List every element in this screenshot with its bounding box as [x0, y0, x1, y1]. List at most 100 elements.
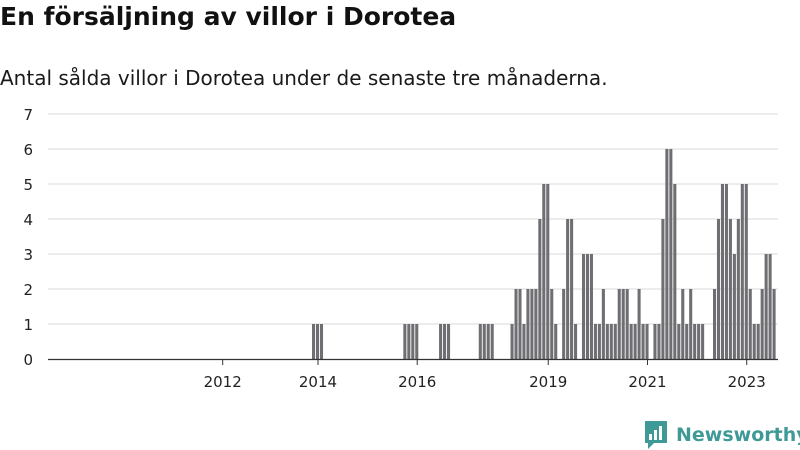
bar [447, 324, 451, 359]
bar [613, 324, 617, 359]
bar [490, 324, 494, 359]
y-tick-label: 5 [23, 176, 33, 194]
y-tick-label: 2 [23, 281, 33, 299]
bar [744, 184, 748, 359]
bar [681, 289, 685, 359]
bar [605, 324, 609, 359]
y-tick-label: 6 [23, 141, 33, 159]
bar [411, 324, 415, 359]
x-tick-label: 2021 [628, 373, 666, 391]
x-tick-label: 2023 [728, 373, 766, 391]
bar [617, 289, 621, 359]
bar [514, 289, 518, 359]
bar [673, 184, 677, 359]
bar [546, 184, 550, 359]
bar [764, 254, 768, 359]
bar [597, 324, 601, 359]
y-tick-label: 4 [23, 211, 33, 229]
x-axis-labels: 2012201420162019202120232025 [204, 373, 766, 391]
bar [593, 324, 597, 359]
bar [665, 149, 669, 359]
newsworthy-logo-icon [645, 421, 667, 449]
bar [712, 289, 717, 359]
bar [518, 289, 522, 359]
bar [637, 289, 641, 359]
bar [530, 289, 534, 359]
bar [478, 324, 482, 359]
bar [657, 324, 661, 359]
bar [629, 324, 633, 359]
bar [685, 324, 689, 359]
bar [550, 289, 554, 359]
x-tick-label: 2019 [529, 373, 567, 391]
bar [526, 289, 530, 359]
bar [589, 254, 593, 359]
bar [566, 219, 570, 359]
bar [439, 324, 443, 359]
bar [728, 219, 732, 359]
chart-subtitle: Antal sålda villor i Dorotea under de se… [0, 66, 608, 90]
y-axis-labels: 0 1 2 3 4 5 6 7 [23, 106, 33, 369]
bar [748, 289, 752, 359]
y-tick-label: 7 [23, 106, 33, 124]
bar [697, 324, 701, 359]
brand-name: Newsworthy [676, 424, 800, 446]
bar [319, 324, 324, 359]
bar [562, 289, 566, 359]
x-tick-label: 2014 [299, 373, 337, 391]
bar [645, 324, 649, 359]
newsworthy-logo: Newsworthy [644, 420, 800, 450]
bar [724, 184, 728, 359]
bar [510, 324, 514, 359]
bar [443, 324, 447, 359]
bar [641, 324, 645, 359]
bar [772, 289, 776, 359]
bar [403, 324, 407, 359]
y-tick-label: 1 [23, 316, 33, 334]
bar [716, 219, 721, 359]
bar [732, 254, 736, 359]
bar [609, 324, 613, 359]
bar [415, 324, 419, 359]
bar [633, 324, 637, 359]
bar [625, 289, 629, 359]
y-tick-label: 3 [23, 246, 33, 264]
bar [768, 254, 772, 359]
bar [669, 149, 673, 359]
bar [570, 219, 574, 359]
gridlines [48, 113, 778, 325]
bar [312, 324, 316, 359]
chart-title: En försäljning av villor i Dorotea [0, 2, 457, 31]
x-axis [48, 358, 778, 365]
y-tick-label: 0 [23, 351, 33, 369]
bar [701, 324, 705, 359]
bar [522, 324, 526, 359]
bar [542, 184, 546, 359]
bar [407, 324, 411, 359]
bar [554, 324, 558, 359]
bar [653, 324, 657, 359]
x-tick-label: 2012 [204, 373, 242, 391]
bar [601, 289, 605, 359]
bar [534, 289, 538, 359]
bar [760, 289, 764, 359]
bar [740, 184, 744, 359]
bar [574, 324, 578, 359]
bar [752, 324, 756, 359]
bar [693, 324, 697, 359]
bar [585, 254, 590, 359]
bar [736, 219, 740, 359]
bar [677, 324, 681, 359]
bar [486, 324, 490, 359]
bar [315, 324, 320, 359]
bar [689, 289, 693, 359]
bar [581, 254, 586, 359]
bar [538, 219, 542, 359]
bar [756, 324, 760, 359]
bars [312, 149, 776, 359]
bar [720, 184, 724, 359]
bar [621, 289, 625, 359]
bar [661, 219, 665, 359]
bar [482, 324, 486, 359]
